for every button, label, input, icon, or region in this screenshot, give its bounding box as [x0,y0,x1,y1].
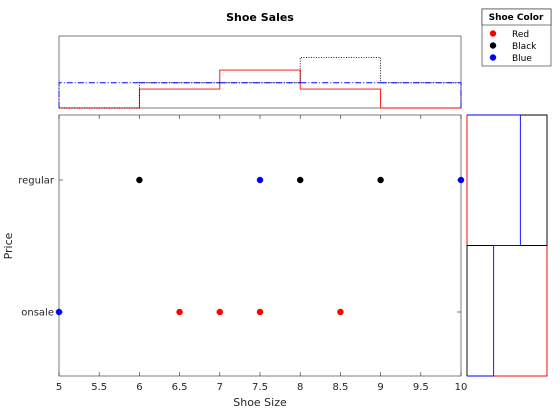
legend-label-black: Black [512,42,537,52]
x-tick-label: 7 [217,382,223,393]
chart-title: Shoe Sales [226,11,294,24]
scatter-point-blue [256,176,264,184]
x-axis-ticks: 5 5.5 6 6.5 7 7.5 8 8.5 9 9.5 10 [56,115,468,393]
legend-title-box [481,8,552,26]
x-tick-label: 5 [56,382,62,393]
scatter-point-blue [457,176,465,184]
x-tick-label: 9 [377,382,383,393]
x-tick-label: 8 [297,382,303,393]
right-marginal-histogram [466,114,548,377]
top-histogram-red [59,69,461,109]
top-marginal-histogram [58,35,462,109]
scatter-point-red [216,308,224,316]
top-histogram-frame [58,35,462,109]
legend-label-blue: Blue [512,54,532,64]
scatter-point-black [136,176,143,184]
x-axis-label: Shoe Size [233,396,287,409]
x-tick-label: 5.5 [91,382,107,393]
scatter-point-blue [55,308,63,316]
x-tick-label: 10 [455,382,468,393]
y-tick-label: onsale [21,308,54,319]
main-scatter-axes: 5 5.5 6 6.5 7 7.5 8 8.5 9 9.5 10 onsale regular [18,114,468,393]
y-axis-label: Price [2,232,15,259]
scatter-point-red [337,308,344,316]
legend-label-red: Red [512,30,529,40]
scatter-point-black [377,176,384,184]
scatter-point-black [296,176,304,184]
scatter-point-red [256,308,264,316]
top-histogram-blue [58,82,462,108]
x-tick-label: 7.5 [252,382,268,393]
x-tick-label: 6 [136,382,142,393]
scatter-points [55,176,465,316]
x-tick-label: 6.5 [172,382,188,393]
right-histogram-blue [467,114,521,377]
x-tick-label: 8.5 [332,382,348,393]
scatter-point-red [176,308,183,316]
legend-title: Shoe Color [489,13,544,23]
legend-entries: Red Black Blue [489,30,537,64]
legend-marker-red [489,30,497,37]
x-tick-label: 9.5 [413,382,429,393]
main-plot-frame [58,114,462,377]
legend-marker-black [489,42,497,49]
legend-marker-blue [489,54,497,61]
legend: Shoe Color Red Black Blue [481,8,552,67]
y-tick-label: regular [18,176,55,187]
